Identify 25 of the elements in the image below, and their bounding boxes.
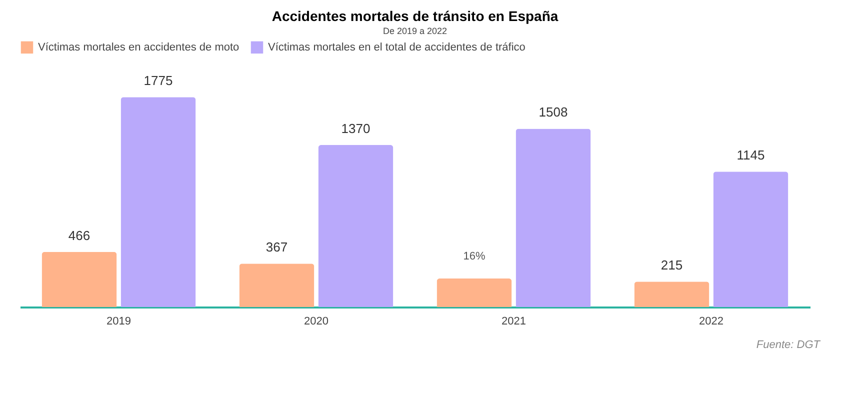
bar [516,128,591,307]
annotation: 16% [463,250,486,263]
data-label: 1145 [736,148,765,163]
chart-title: Accidentes mortales de tránsito en España [272,8,558,24]
chart-subtitle: De 2019 a 2022 [382,26,448,36]
x-tick-label: 2022 [699,316,724,328]
bar [436,278,512,307]
bar [239,264,314,307]
legend-label: Víctimas mortales en accidentes de moto [38,41,240,54]
legend-label: Víctimas mortales en el total de accidentes de tráfico [268,41,526,54]
x-tick-label: 2021 [502,316,526,328]
data-label: 367 [266,240,288,255]
x-tick-label: 2020 [304,316,328,328]
x-tick-label: 2019 [106,316,131,328]
source-note: Fuente: DGT [756,339,822,351]
bar [42,252,117,307]
data-label: 1775 [144,73,173,88]
bar [634,282,710,307]
data-label: 215 [660,258,683,273]
bar [120,97,196,307]
data-label: 1370 [341,121,370,136]
bar [713,172,788,307]
data-label: 466 [68,228,90,243]
bar [318,145,394,307]
data-label: 1508 [538,104,568,120]
